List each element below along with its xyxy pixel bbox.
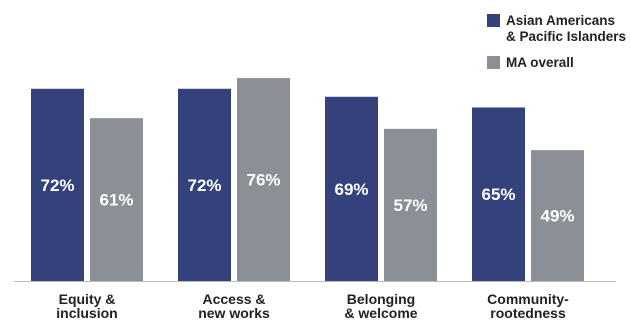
category-label-3: Community-rootedness bbox=[487, 291, 569, 320]
bar-aapi-2 bbox=[325, 96, 378, 282]
bar-ma-overall-0 bbox=[90, 118, 143, 281]
bar-ma-overall-2 bbox=[384, 128, 437, 281]
bar-ma-overall-3 bbox=[531, 150, 584, 281]
legend-swatch-aapi bbox=[487, 14, 500, 27]
legend: Asian Americans & Pacific Islanders MA ove… bbox=[487, 13, 626, 70]
category-labels: Equity & inclusion Access & new works Belong… bbox=[56, 291, 569, 320]
legend-label-aapi: Asian Americans & Pacific Islanders bbox=[506, 13, 626, 44]
legend-label-ma-overall: MA overall bbox=[506, 55, 574, 70]
bar-aapi-0 bbox=[31, 88, 84, 281]
legend-swatch-ma-overall bbox=[487, 56, 500, 69]
bar-aapi-1 bbox=[178, 88, 231, 281]
data-label-ma-overall-1: 76% bbox=[246, 171, 280, 190]
bars-group: 72% 61% 72% 76% 69% 57% 65% 49% bbox=[31, 78, 584, 282]
category-label-1: Access & new works bbox=[198, 291, 270, 320]
data-label-aapi-0: 72% bbox=[40, 176, 74, 195]
bar-ma-overall-1 bbox=[237, 78, 290, 281]
data-label-ma-overall-2: 57% bbox=[393, 196, 427, 215]
data-label-ma-overall-3: 49% bbox=[540, 207, 574, 226]
bar-aapi-3 bbox=[472, 107, 525, 281]
category-label-0: Equity & inclusion bbox=[56, 291, 117, 320]
data-label-aapi-3: 65% bbox=[481, 185, 515, 204]
data-label-aapi-2: 69% bbox=[334, 180, 368, 199]
data-label-aapi-1: 72% bbox=[187, 176, 221, 195]
data-label-ma-overall-0: 61% bbox=[99, 191, 133, 210]
category-label-2: Belonging & welcome bbox=[344, 291, 417, 320]
